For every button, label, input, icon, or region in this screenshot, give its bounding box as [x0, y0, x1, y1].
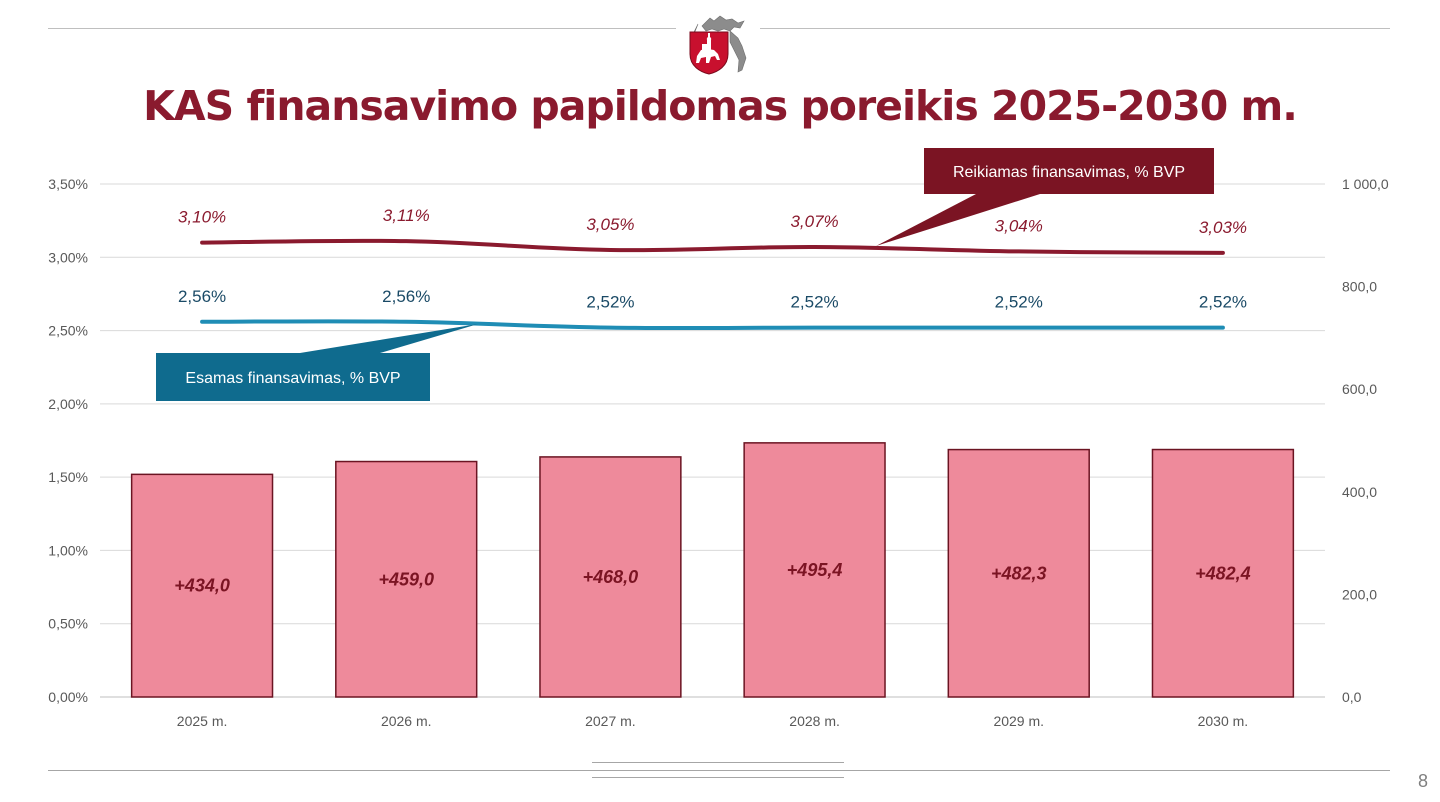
x-axis-tick-label: 2030 m. [1198, 713, 1249, 729]
line-value-label: 3,05% [586, 215, 634, 234]
line-value-label: 2,52% [586, 293, 634, 312]
right-axis-tick-label: 400,0 [1342, 484, 1377, 500]
right-axis-tick-label: 0,0 [1342, 689, 1362, 705]
axis-ticks: 0,00% 0,50% 1,00% 1,50% 2,00% 2,50% 3,00% 3,50%… [48, 176, 1389, 729]
right-axis-tick-label: 200,0 [1342, 586, 1377, 602]
x-axis-tick-label: 2029 m. [993, 713, 1044, 729]
x-axis-tick-label: 2027 m. [585, 713, 636, 729]
bar [947, 448, 1090, 698]
left-axis-tick-label: 1,50% [48, 469, 88, 485]
page-number: 8 [1417, 771, 1428, 791]
left-axis-tick-label: 0,50% [48, 616, 88, 632]
right-axis-tick-label: 800,0 [1342, 279, 1377, 295]
footer-rule-accent-2 [592, 777, 844, 778]
x-axis-tick-label: 2026 m. [381, 713, 432, 729]
x-axis-tick-label: 2025 m. [177, 713, 228, 729]
line-value-label: 2,56% [382, 287, 430, 306]
grid-lines [100, 183, 1325, 698]
line-value-label: 2,52% [995, 293, 1043, 312]
left-axis-tick-label: 1,00% [48, 542, 88, 558]
line-value-label: 2,56% [178, 287, 226, 306]
left-axis-tick-label: 3,00% [48, 249, 88, 265]
coat-of-arms-emblem [689, 15, 747, 75]
bars [130, 442, 1295, 698]
data-labels: +434,0 +459,0 +468,0 +495,4 +482,3 +482,4 3,10… [174, 206, 1250, 596]
callout-pointer [876, 194, 1040, 246]
series-lines [200, 238, 1225, 331]
line-value-label: 2,52% [1199, 293, 1247, 312]
series-line [200, 238, 1225, 255]
bar-value-label: +495,4 [787, 560, 843, 580]
line-value-label: 3,11% [383, 206, 430, 225]
left-axis-tick-label: 2,50% [48, 323, 88, 339]
bar-value-label: +468,0 [583, 567, 639, 587]
x-axis-tick-label: 2028 m. [789, 713, 840, 729]
bar [335, 460, 478, 698]
left-axis-tick-label: 0,00% [48, 689, 88, 705]
vytis-icon [696, 33, 720, 63]
footer-rule-accent-1 [592, 762, 844, 763]
bar [130, 473, 274, 698]
series-line [200, 319, 1225, 331]
bar [1151, 448, 1295, 698]
line-value-label: 3,10% [178, 208, 226, 227]
callout-current-label: Esamas finansavimas, % BVP [185, 370, 400, 387]
callout-required-box [924, 148, 1214, 194]
callout-pointer [300, 324, 478, 353]
header-rule-left [48, 28, 676, 29]
left-axis-tick-label: 3,50% [48, 176, 88, 192]
line-value-label: 3,07% [790, 212, 838, 231]
line-value-label: 2,52% [790, 293, 838, 312]
right-axis-tick-label: 1 000,0 [1342, 176, 1389, 192]
bar [539, 456, 682, 698]
line-value-label: 3,03% [1199, 218, 1247, 237]
bar-value-label: +482,4 [1195, 563, 1251, 583]
page-title: KAS finansavimo papildomas poreikis 2025… [143, 82, 1298, 130]
callout-current-box [156, 353, 430, 401]
header-rule-right [760, 28, 1390, 29]
callouts: Reikiamas finansavimas, % BVP Esamas fina… [156, 148, 1214, 401]
left-axis-tick-label: 2,00% [48, 396, 88, 412]
callout-required-label: Reikiamas finansavimas, % BVP [953, 164, 1185, 181]
bar [743, 442, 886, 698]
bar-value-label: +434,0 [174, 576, 230, 596]
bar-value-label: +459,0 [378, 569, 434, 589]
bar-value-label: +482,3 [991, 563, 1047, 583]
right-axis-tick-label: 600,0 [1342, 381, 1377, 397]
line-value-label: 3,04% [995, 216, 1043, 235]
footer-rule [48, 770, 1390, 771]
